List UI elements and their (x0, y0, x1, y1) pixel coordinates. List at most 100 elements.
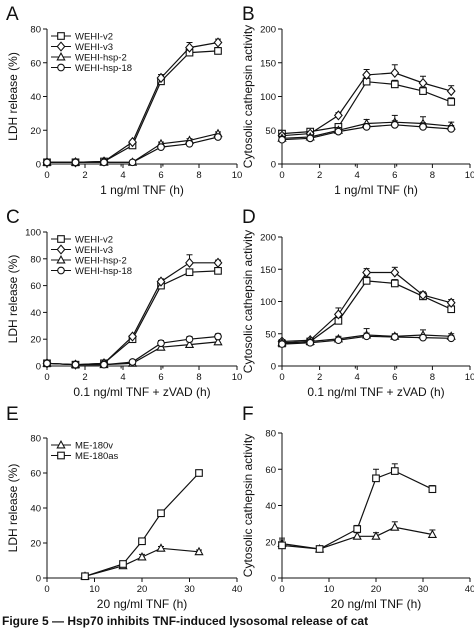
x-axis-label: 1 ng/ml TNF (h) (334, 183, 418, 197)
x-tick-label: 2 (82, 372, 87, 383)
data-point (81, 572, 89, 581)
y-axis-label: LDH release (%) (6, 52, 20, 141)
x-tick-label: 4 (120, 372, 125, 383)
data-point (334, 336, 343, 345)
x-tick-label: 30 (184, 584, 195, 595)
y-tick-label: 40 (30, 92, 41, 103)
y-axis-label: Cytosolic cathepsin activity (241, 25, 255, 168)
y-axis-label: LDH release (%) (6, 255, 20, 344)
data-point (213, 336, 223, 346)
x-tick-label: 20 (371, 584, 382, 595)
legend-label: ME-180v (75, 441, 113, 452)
data-point (362, 123, 371, 131)
series-me-180as (81, 469, 203, 581)
chart-panel-e: E 0 20 40 60 80 0 10 20 30 40 20 ng/ml TNF (h) LDH r… (6, 404, 242, 611)
legend-marker (56, 439, 66, 449)
data-point (214, 47, 222, 55)
x-tick-label: 4 (355, 170, 360, 181)
data-point (334, 127, 343, 136)
x-tick-label: 10 (465, 170, 474, 181)
data-point (185, 335, 194, 344)
data-point (100, 158, 108, 167)
x-tick-label: 0 (44, 584, 49, 595)
data-point (71, 158, 80, 167)
y-tick-label: 100 (260, 297, 276, 308)
data-point (214, 332, 222, 341)
legend-label: WEHI-v3 (75, 245, 113, 256)
data-point (195, 469, 203, 477)
x-tick-label: 8 (430, 170, 435, 181)
series-panel-f-square (278, 463, 437, 553)
legend-label: WEHI-hsp-2 (75, 53, 127, 64)
x-tick-label: 0 (44, 170, 49, 181)
data-point (447, 125, 456, 133)
data-point (427, 529, 438, 538)
figure-caption: Figure 5 — Hsp70 inhibits TNF-induced ly… (2, 614, 369, 628)
data-point (390, 80, 399, 89)
x-tick-label: 6 (392, 170, 397, 181)
x-tick-label: 10 (232, 170, 243, 181)
x-tick-label: 20 (137, 584, 148, 595)
chart-panel-f: F 0 20 40 60 80 0 10 20 30 40 20 ng/ml TNF (h) Cytos… (241, 404, 474, 611)
data-point (428, 485, 437, 494)
x-tick-label: 10 (89, 584, 100, 595)
series-panel-b-circle (278, 120, 456, 144)
x-axis-label: 0.1 ng/ml TNF + zVAD (h) (73, 385, 210, 399)
series-wehi-v2 (43, 47, 222, 167)
x-tick-label: 2 (82, 170, 87, 181)
y-tick-label: 50 (265, 126, 276, 137)
data-point (157, 143, 165, 151)
data-point (156, 276, 166, 287)
data-point (362, 267, 372, 278)
x-tick-label: 2 (317, 170, 322, 181)
x-tick-label: 8 (196, 372, 201, 383)
x-tick-label: 0 (279, 170, 284, 181)
y-tick-label: 200 (260, 233, 276, 244)
x-axis-label: 20 ng/ml TNF (h) (97, 597, 187, 611)
x-axis-label: 1 ng/ml TNF (h) (100, 183, 184, 197)
data-point (43, 359, 51, 368)
y-axis-label: Cytosolic cathepsin activity (241, 230, 255, 373)
y-tick-label: 20 (30, 335, 41, 346)
data-point (43, 158, 51, 167)
data-point (419, 87, 427, 95)
data-point (184, 339, 195, 349)
panel-letter: A (6, 4, 19, 25)
data-point (194, 546, 204, 556)
data-point (362, 277, 371, 285)
data-point (315, 545, 324, 553)
series-wehi-hsp-18 (43, 332, 222, 369)
y-tick-label: 100 (260, 92, 276, 103)
data-point (390, 120, 399, 129)
panel-letter: E (6, 404, 19, 425)
data-point (352, 531, 362, 540)
y-tick-label: 0 (271, 362, 276, 373)
legend-label: WEHI-hsp-18 (75, 266, 132, 277)
chart-panel-a: A 0 20 40 60 80 0 2 4 6 8 10 1 ng/ml TNF (h) LDH rele… (6, 4, 242, 197)
x-tick-label: 40 (232, 584, 243, 595)
legend-marker (56, 254, 66, 264)
data-point (119, 560, 127, 568)
y-tick-label: 40 (30, 308, 41, 319)
y-tick-label: 60 (265, 465, 276, 476)
legend-label: WEHI-v2 (75, 235, 113, 246)
chart-panel-c: C 0 20 40 60 80 100 0 2 4 6 8 10 0.1 ng/ml TNF + zVAD… (6, 207, 242, 399)
x-tick-label: 30 (418, 584, 429, 595)
panel-letter: C (6, 207, 20, 228)
data-point (419, 333, 427, 342)
x-tick-label: 2 (317, 372, 322, 383)
data-point (333, 110, 343, 121)
x-tick-label: 4 (120, 170, 125, 181)
x-tick-label: 0 (279, 584, 284, 595)
y-axis-label: LDH release (%) (6, 464, 20, 553)
data-point (390, 279, 399, 288)
legend-label: WEHI-v2 (75, 32, 113, 43)
data-point (138, 537, 146, 546)
x-tick-label: 0 (44, 372, 49, 383)
y-tick-label: 60 (30, 281, 41, 292)
y-tick-label: 100 (25, 228, 41, 239)
panel-letter: F (242, 404, 254, 425)
data-point (447, 98, 456, 106)
